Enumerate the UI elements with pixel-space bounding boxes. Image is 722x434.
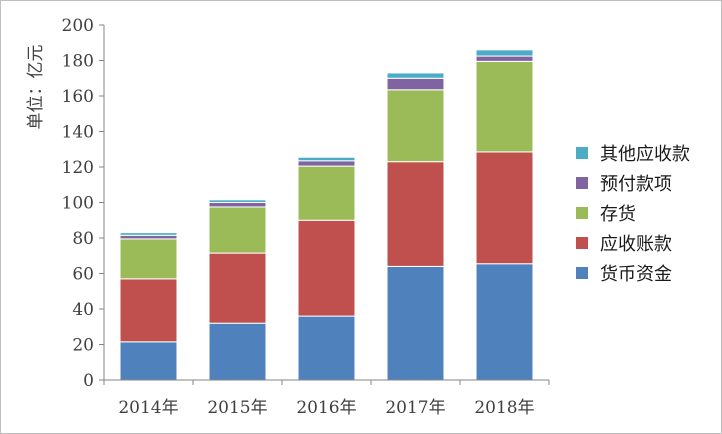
bar-segment xyxy=(297,315,356,381)
bar-segment xyxy=(119,234,178,240)
x-tick-label: 2018年 xyxy=(474,398,534,418)
bars xyxy=(119,49,534,381)
legend-swatch xyxy=(576,207,588,219)
y-tick-label: 0 xyxy=(83,371,94,391)
bar-segment xyxy=(386,89,445,163)
y-tick-label: 60 xyxy=(72,265,94,285)
x-tick-label: 2014年 xyxy=(118,398,178,418)
bar-segment xyxy=(119,341,178,381)
y-axis-ticks: 0 20 40 60 80 100 120 140 160 180 200 xyxy=(62,16,94,391)
bar-segment xyxy=(208,252,267,324)
legend-swatch xyxy=(576,147,588,159)
legend-item: 预付款项 xyxy=(576,174,672,195)
legend-label: 预付款项 xyxy=(600,174,672,195)
bar-segment xyxy=(386,77,445,91)
y-tick-label: 140 xyxy=(62,123,94,143)
bar-segment xyxy=(475,60,534,153)
legend-label: 存货 xyxy=(600,204,636,225)
y-tick-label: 180 xyxy=(62,52,94,72)
y-axis-label-group: 单位：亿元 xyxy=(26,45,46,130)
bar-segment xyxy=(386,72,445,79)
bar-segment xyxy=(119,278,178,343)
legend-swatch xyxy=(576,267,588,279)
bar-segment xyxy=(208,322,267,381)
legend-item: 其他应收款 xyxy=(576,144,690,165)
bar-segment xyxy=(386,161,445,267)
x-tick-label: 2015年 xyxy=(207,398,267,418)
bar-segment xyxy=(297,156,356,162)
bar-segment xyxy=(475,263,534,381)
y-tick-label: 100 xyxy=(62,194,94,214)
bar-segment xyxy=(208,202,267,208)
bar-segment xyxy=(386,265,445,381)
legend-label: 其他应收款 xyxy=(600,144,690,165)
legend-label: 货币资金 xyxy=(600,264,672,285)
legend-item: 存货 xyxy=(576,204,636,225)
legend-item: 应收账款 xyxy=(576,234,672,255)
bar-segment xyxy=(208,199,267,203)
bar-segment xyxy=(475,49,534,57)
y-tick-label: 40 xyxy=(72,300,94,320)
bar-segment xyxy=(119,232,178,236)
y-tick-label: 20 xyxy=(72,336,94,356)
bar-segment xyxy=(119,238,178,280)
bar-segment xyxy=(208,206,267,254)
bar-segment xyxy=(475,151,534,265)
x-tick-label: 2016年 xyxy=(296,398,356,418)
bar-segment xyxy=(297,160,356,167)
y-axis-label: 单位：亿元 xyxy=(26,45,46,130)
y-tick-label: 120 xyxy=(62,158,94,178)
y-tick-label: 160 xyxy=(62,87,94,107)
legend-swatch xyxy=(576,237,588,249)
y-tick-label: 80 xyxy=(72,229,94,249)
axis-lines xyxy=(99,24,550,385)
x-axis-ticks: 2014年 2015年 2016年 2017年 2018年 xyxy=(118,398,534,418)
bar-segment xyxy=(297,165,356,221)
legend-swatch xyxy=(576,177,588,189)
bar-segment xyxy=(297,219,356,317)
x-tick-label: 2017年 xyxy=(385,398,445,418)
y-tick-label: 200 xyxy=(62,16,94,36)
legend-label: 应收账款 xyxy=(600,234,672,255)
legend-item: 货币资金 xyxy=(576,264,672,285)
bar-segment xyxy=(475,55,534,62)
